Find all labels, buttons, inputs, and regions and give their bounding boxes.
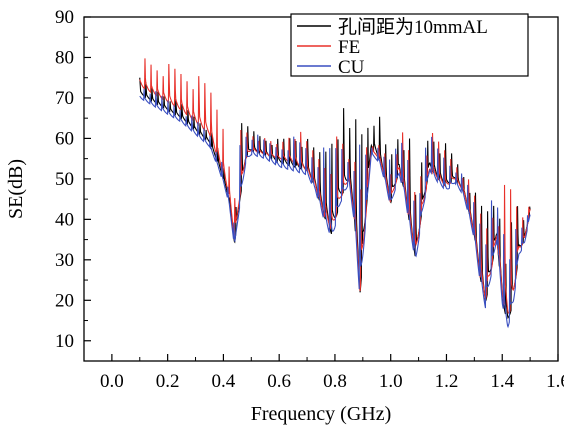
x-tick-label: 1.2 xyxy=(435,371,459,392)
x-tick-label: 0.2 xyxy=(156,371,180,392)
y-tick-label: 10 xyxy=(55,331,74,352)
y-tick-label: 60 xyxy=(55,128,74,149)
y-tick-label: 40 xyxy=(55,209,74,230)
legend-label: 孔间距为10mmAL xyxy=(338,16,488,38)
y-tick-label: 20 xyxy=(55,290,74,311)
x-tick-label: 0.8 xyxy=(323,371,347,392)
x-tick-label: 1.6 xyxy=(546,371,564,392)
y-tick-label: 30 xyxy=(55,250,74,271)
x-tick-label: 1.0 xyxy=(379,371,403,392)
y-tick-label: 90 xyxy=(55,7,74,28)
axes-layer: 0.0 0.2 0.4 0.6 0.8 1.0 1.2 1.4 1.6 10 20 30 40 50 60 7… xyxy=(55,7,564,392)
y-axis-title: SE(dB) xyxy=(5,159,27,219)
y-tick-label: 50 xyxy=(55,169,74,190)
x-tick-label: 0.0 xyxy=(100,371,124,392)
y-tick-label: 70 xyxy=(55,88,74,109)
x-tick-label: 0.6 xyxy=(267,371,291,392)
series-line-2 xyxy=(139,58,531,314)
series-line-3 xyxy=(139,88,531,329)
legend-label: FE xyxy=(338,37,360,58)
x-tick-label: 1.4 xyxy=(490,371,514,392)
x-axis-title: Frequency (GHz) xyxy=(251,403,392,425)
legend-label: CU xyxy=(338,57,365,78)
y-tick-label: 80 xyxy=(55,47,74,68)
series-layer xyxy=(139,58,531,329)
x-tick-label: 0.4 xyxy=(212,371,236,392)
